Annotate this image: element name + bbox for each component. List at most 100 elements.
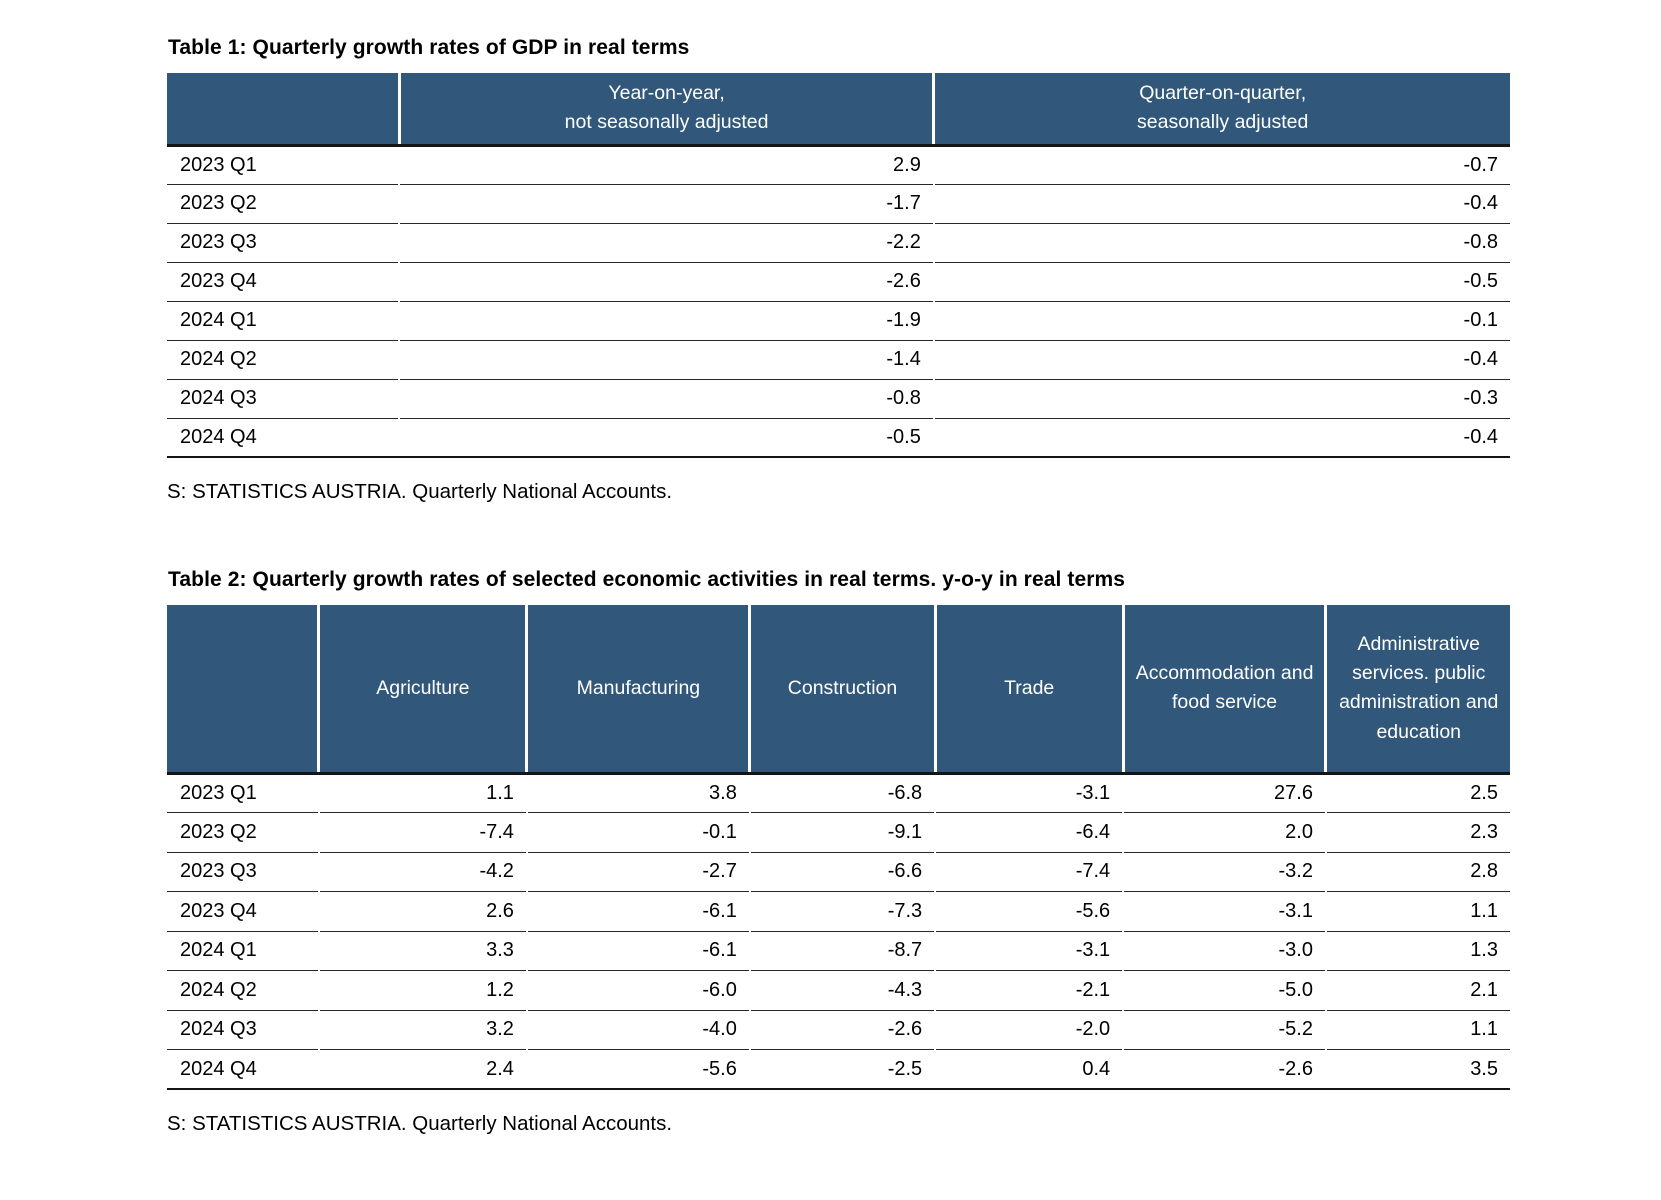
- yoy-cell: -1.7: [398, 184, 934, 224]
- quarter-cell: 2023 Q1: [167, 145, 400, 185]
- qoq-cell: -0.5: [932, 262, 1510, 302]
- agriculture-cell: 2.6: [317, 891, 527, 932]
- yoy-cell: 2.9: [398, 145, 934, 185]
- construction-cell: -2.5: [748, 1049, 936, 1090]
- construction-cell: -6.6: [748, 852, 936, 892]
- trade-cell: -3.1: [934, 773, 1124, 813]
- table-row: 2024 Q4 -0.5 -0.4: [167, 418, 1510, 458]
- table1-col-qoq: Quarter-on-quarter, seasonally adjusted: [932, 73, 1510, 147]
- table1-body: 2023 Q1 2.9 -0.7 2023 Q2 -1.7 -0.4 2023 …: [167, 145, 1510, 458]
- quarter-cell: 2024 Q4: [167, 418, 400, 458]
- qoq-cell: -0.4: [932, 340, 1510, 380]
- yoy-cell: -1.4: [398, 340, 934, 380]
- table1-title: Table 1: Quarterly growth rates of GDP i…: [168, 36, 690, 59]
- construction-cell: -4.3: [748, 970, 936, 1011]
- accommodation-cell: -2.6: [1122, 1049, 1326, 1090]
- accommodation-cell: -3.0: [1122, 931, 1326, 971]
- table1-header: Year-on-year, not seasonally adjusted Qu…: [167, 73, 1510, 147]
- accommodation-cell: -5.0: [1122, 970, 1326, 1011]
- qoq-cell: -0.4: [932, 418, 1510, 458]
- quarter-cell: 2024 Q1: [167, 931, 319, 971]
- table2-col-manufacturing: Manufacturing: [525, 605, 750, 775]
- yoy-cell: -2.2: [398, 223, 934, 263]
- agriculture-cell: 3.2: [317, 1010, 527, 1050]
- trade-cell: -5.6: [934, 891, 1124, 932]
- table-row: 2023 Q1 2.9 -0.7: [167, 145, 1510, 185]
- yoy-cell: -2.6: [398, 262, 934, 302]
- accommodation-cell: -3.1: [1122, 891, 1326, 932]
- quarter-cell: 2024 Q3: [167, 1010, 319, 1050]
- table2-col-administrative: Administrative services. public administ…: [1324, 605, 1510, 775]
- table-row: 2024 Q4 2.4 -5.6 -2.5 0.4 -2.6 3.5: [167, 1049, 1510, 1090]
- table2-title: Table 2: Quarterly growth rates of selec…: [168, 568, 1126, 591]
- table-row: 2023 Q4 2.6 -6.1 -7.3 -5.6 -3.1 1.1: [167, 891, 1510, 932]
- table2-col-accommodation: Accommodation and food service: [1121, 605, 1326, 775]
- quarter-cell: 2024 Q2: [167, 970, 319, 1011]
- administrative-cell: 1.1: [1324, 1010, 1510, 1050]
- table2-header-row: Agriculture Manufacturing Construction T…: [167, 605, 1510, 775]
- table1-col-yoy: Year-on-year, not seasonally adjusted: [397, 73, 934, 147]
- manufacturing-cell: -2.7: [525, 852, 750, 892]
- yoy-cell: -0.8: [398, 379, 934, 419]
- table2-col-agriculture: Agriculture: [317, 605, 527, 775]
- table-row: 2023 Q1 1.1 3.8 -6.8 -3.1 27.6 2.5: [167, 773, 1510, 813]
- qoq-cell: -0.7: [932, 145, 1510, 185]
- administrative-cell: 2.3: [1324, 812, 1510, 853]
- quarter-cell: 2023 Q3: [167, 223, 400, 263]
- yoy-cell: -0.5: [398, 418, 934, 458]
- table-row: 2024 Q1 3.3 -6.1 -8.7 -3.1 -3.0 1.3: [167, 931, 1510, 971]
- accommodation-cell: 2.0: [1122, 812, 1326, 853]
- table2-body: 2023 Q1 1.1 3.8 -6.8 -3.1 27.6 2.5 2023 …: [167, 773, 1510, 1090]
- trade-cell: 0.4: [934, 1049, 1124, 1090]
- manufacturing-cell: -0.1: [525, 812, 750, 853]
- quarter-cell: 2024 Q2: [167, 340, 400, 380]
- qoq-cell: -0.3: [932, 379, 1510, 419]
- accommodation-cell: -3.2: [1122, 852, 1326, 892]
- qoq-cell: -0.4: [932, 184, 1510, 224]
- quarter-cell: 2023 Q2: [167, 184, 400, 224]
- table-row: 2023 Q4 -2.6 -0.5: [167, 262, 1510, 302]
- administrative-cell: 1.1: [1324, 891, 1510, 932]
- quarter-cell: 2023 Q4: [167, 891, 319, 932]
- section-spacer: [167, 504, 1510, 568]
- manufacturing-cell: -4.0: [525, 1010, 750, 1050]
- quarter-cell: 2024 Q1: [167, 301, 400, 341]
- trade-cell: -2.1: [934, 970, 1124, 1011]
- manufacturing-cell: -6.0: [525, 970, 750, 1011]
- construction-cell: -7.3: [748, 891, 936, 932]
- administrative-cell: 2.5: [1324, 773, 1510, 813]
- qoq-cell: -0.1: [932, 301, 1510, 341]
- table2-col-blank: [167, 605, 319, 775]
- manufacturing-cell: -5.6: [525, 1049, 750, 1090]
- quarter-cell: 2023 Q2: [167, 812, 319, 853]
- table1-col-blank: [167, 73, 400, 147]
- agriculture-cell: 1.1: [317, 773, 527, 813]
- construction-cell: -8.7: [748, 931, 936, 971]
- table1-gdp-growth: Year-on-year, not seasonally adjusted Qu…: [167, 73, 1510, 458]
- agriculture-cell: -7.4: [317, 812, 527, 853]
- trade-cell: -6.4: [934, 812, 1124, 853]
- quarter-cell: 2023 Q1: [167, 773, 319, 813]
- table-row: 2023 Q3 -4.2 -2.7 -6.6 -7.4 -3.2 2.8: [167, 852, 1510, 892]
- table2-col-trade: Trade: [933, 605, 1124, 775]
- administrative-cell: 1.3: [1324, 931, 1510, 971]
- table-row: 2024 Q2 1.2 -6.0 -4.3 -2.1 -5.0 2.1: [167, 970, 1510, 1011]
- accommodation-cell: -5.2: [1122, 1010, 1326, 1050]
- table2-header: Agriculture Manufacturing Construction T…: [167, 605, 1510, 775]
- construction-cell: -9.1: [748, 812, 936, 853]
- agriculture-cell: 3.3: [317, 931, 527, 971]
- agriculture-cell: -4.2: [317, 852, 527, 892]
- table2-col-construction: Construction: [748, 605, 936, 775]
- table-row: 2023 Q2 -1.7 -0.4: [167, 184, 1510, 224]
- construction-cell: -6.8: [748, 773, 936, 813]
- yoy-cell: -1.9: [398, 301, 934, 341]
- quarter-cell: 2023 Q3: [167, 852, 319, 892]
- agriculture-cell: 1.2: [317, 970, 527, 1011]
- table-row: 2024 Q3 -0.8 -0.3: [167, 379, 1510, 419]
- manufacturing-cell: 3.8: [525, 773, 750, 813]
- table1-header-row: Year-on-year, not seasonally adjusted Qu…: [167, 73, 1510, 147]
- manufacturing-cell: -6.1: [525, 931, 750, 971]
- quarter-cell: 2023 Q4: [167, 262, 400, 302]
- quarter-cell: 2024 Q4: [167, 1049, 319, 1090]
